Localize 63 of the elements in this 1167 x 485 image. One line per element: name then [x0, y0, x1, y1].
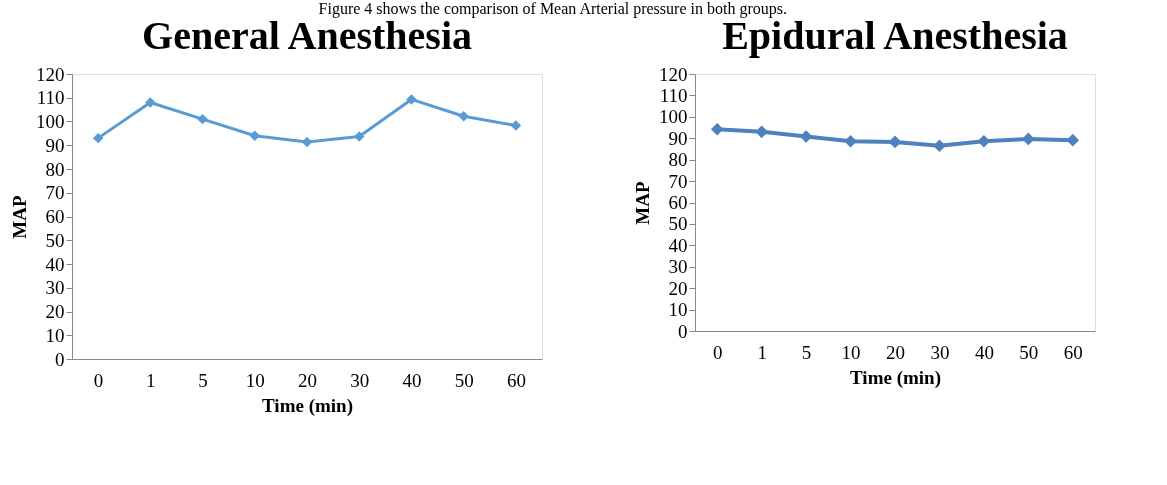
x-tick-label: 0	[712, 341, 723, 363]
x-tick-label: 20	[298, 369, 317, 391]
x-tick-label: 60	[1063, 341, 1083, 363]
y-tick-label: 120	[36, 63, 65, 85]
y-tick-label: 100	[36, 111, 65, 132]
x-tick-label: 10	[841, 341, 861, 363]
x-axis-title: Time (min)	[262, 394, 353, 417]
x-tick-label: 10	[245, 369, 265, 391]
y-tick-label: 110	[659, 84, 688, 106]
point	[197, 113, 208, 125]
point	[1022, 132, 1035, 146]
point	[92, 132, 104, 144]
x-tick-label: 5	[801, 341, 812, 363]
y-tick-label: 10	[45, 324, 65, 346]
y-tick-label: 90	[45, 134, 65, 156]
point	[510, 120, 522, 131]
point	[844, 134, 857, 148]
x-tick-label: 50	[454, 369, 474, 391]
y-tick-label: 60	[45, 206, 65, 227]
y-tick-label: 10	[668, 299, 688, 321]
y-tick-label: 30	[668, 256, 688, 278]
y-tick-label: 120	[659, 63, 688, 85]
y-tick-label: 40	[45, 253, 65, 275]
point	[755, 125, 768, 139]
x-tick-label: 0	[93, 369, 104, 391]
y-tick-label: 20	[668, 277, 688, 299]
point	[145, 97, 156, 108]
x-tick-label: 30	[930, 341, 950, 363]
y-tick-label: 60	[668, 192, 688, 213]
x-tick-label: 40	[402, 369, 422, 391]
point	[458, 111, 469, 122]
y-tick-label: 80	[45, 158, 65, 180]
y-tick-label: 40	[668, 234, 688, 256]
y-tick-label: 70	[668, 170, 688, 192]
point	[888, 135, 902, 149]
x-tick-label: 1	[757, 341, 767, 363]
point	[977, 134, 991, 148]
x-tick-label: 40	[974, 341, 994, 363]
x-tick-label: 5	[198, 369, 208, 391]
x-axis-title: Time (min)	[850, 366, 941, 389]
y-tick-label: 80	[668, 149, 688, 171]
y-axis-title: MAP	[9, 194, 30, 239]
y-tick-label: 50	[668, 213, 688, 235]
y-tick-label: 30	[45, 277, 65, 299]
x-tick-label: 60	[506, 369, 526, 391]
point	[1066, 133, 1080, 147]
y-tick-label: 0	[678, 320, 688, 342]
y-tick-label: 20	[45, 301, 65, 322]
y-tick-label: 50	[45, 229, 65, 251]
x-tick-label: 20	[886, 341, 905, 363]
point	[406, 94, 417, 105]
y-tick-label: 100	[659, 106, 688, 128]
y-tick-label: 90	[668, 127, 688, 149]
x-tick-label: 50	[1019, 341, 1039, 363]
point	[799, 130, 813, 143]
point	[710, 122, 724, 136]
y-tick-label: 110	[36, 87, 65, 109]
point	[353, 131, 365, 142]
y-axis-title: MAP	[632, 180, 653, 225]
x-tick-label: 1	[146, 369, 156, 391]
y-tick-label: 70	[45, 182, 65, 204]
point	[933, 139, 946, 153]
x-tick-label: 30	[350, 369, 370, 391]
